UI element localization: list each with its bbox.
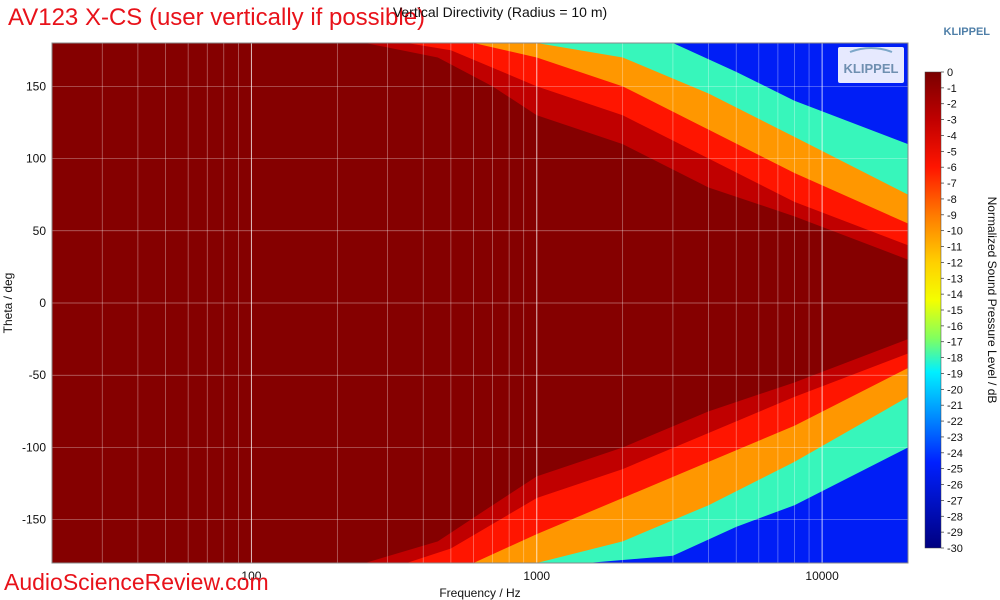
colorbar-tick-label: -26 xyxy=(947,480,963,492)
x-tick-label: 100 xyxy=(241,569,261,583)
colorbar-tick-label: -23 xyxy=(947,432,963,444)
contour-band-upper-3 xyxy=(52,43,908,195)
y-tick-label: 50 xyxy=(33,224,47,238)
x-axis-ticks: 100 1000 10000 xyxy=(241,569,839,583)
y-tick-label: -150 xyxy=(22,513,46,527)
colorbar-gradient xyxy=(924,71,942,549)
colorbar-tick-label: -5 xyxy=(947,146,957,158)
colorbar-tick-label: -14 xyxy=(947,289,963,301)
x-tick-label: 10000 xyxy=(805,569,839,583)
overlay-title: AV123 X-CS (user vertically if possible) xyxy=(8,4,426,31)
colorbar-tick-label: -3 xyxy=(947,115,957,127)
colorbar-tick-label: -17 xyxy=(947,337,963,349)
colorbar-tick-label: -29 xyxy=(947,527,963,539)
colorbar-tick-label: -10 xyxy=(947,226,963,238)
logo-text: KLIPPEL xyxy=(844,61,899,76)
colorbar-tick-label: -4 xyxy=(947,130,957,142)
colorbar-tick-label: -7 xyxy=(947,178,957,190)
watermark: AudioScienceReview.com xyxy=(4,569,269,595)
colorbar-tick-label: 0 xyxy=(947,67,953,79)
y-tick-label: 0 xyxy=(39,296,46,310)
y-axis-label: Theta / deg xyxy=(1,273,15,334)
colorbar-tick-label: -11 xyxy=(947,242,962,254)
colorbar-tick-label: -27 xyxy=(947,495,963,507)
colorbar-tick-label: -8 xyxy=(947,194,957,206)
grid-lines xyxy=(51,43,909,563)
colorbar-tick-label: -12 xyxy=(947,257,963,269)
colorbar-ticks: 0 -1 -2 -3 -4 -5 -6 -7 -8 -9 -10 -11 -12 -13 -14 -15 -16… xyxy=(941,67,963,555)
y-tick-label: -50 xyxy=(29,368,47,382)
colorbar-tick-label: -16 xyxy=(947,321,963,333)
colorbar-tick-label: -25 xyxy=(947,464,963,476)
plot-frame xyxy=(51,42,909,564)
contour-band-upper-2 xyxy=(52,43,908,224)
y-tick-label: 150 xyxy=(26,79,46,93)
x-axis-label: Frequency / Hz xyxy=(439,586,520,600)
y-tick-label: 100 xyxy=(26,152,46,166)
colorbar-tick-label: -13 xyxy=(947,273,963,285)
chart-title: Vertical Directivity (Radius = 10 m) xyxy=(393,4,607,20)
colorbar-tick-label: -18 xyxy=(947,353,963,365)
colorbar-tick-label: -24 xyxy=(947,448,963,460)
colorbar: 0 -1 -2 -3 -4 -5 -6 -7 -8 -9 -10 -11 -12 -13 -14 -15 -16… xyxy=(924,67,963,555)
colorbar-tick-label: -1 xyxy=(947,83,957,95)
y-axis-ticks: 150 100 50 0 -50 -100 -150 xyxy=(22,79,46,526)
colorbar-tick-label: -9 xyxy=(947,210,957,222)
colorbar-tick-label: -28 xyxy=(947,511,963,523)
colorbar-tick-label: -30 xyxy=(947,543,963,555)
colorbar-tick-label: -19 xyxy=(947,368,963,380)
colorbar-tick-label: -15 xyxy=(947,305,963,317)
brand-text: KLIPPEL xyxy=(943,26,990,38)
x-tick-label: 1000 xyxy=(523,569,550,583)
colorbar-tick-label: -22 xyxy=(947,416,963,428)
colorbar-label: Normalized Sound Pressure Level / dB xyxy=(985,197,999,404)
colorbar-tick-label: -6 xyxy=(947,162,957,174)
y-tick-label: -100 xyxy=(22,440,46,454)
colorbar-tick-label: -2 xyxy=(947,99,957,111)
colorbar-tick-label: -20 xyxy=(947,384,963,396)
klippel-logo: KLIPPEL xyxy=(838,47,904,83)
contour-band-lower-3 xyxy=(52,396,908,563)
colorbar-tick-label: -21 xyxy=(947,400,963,412)
